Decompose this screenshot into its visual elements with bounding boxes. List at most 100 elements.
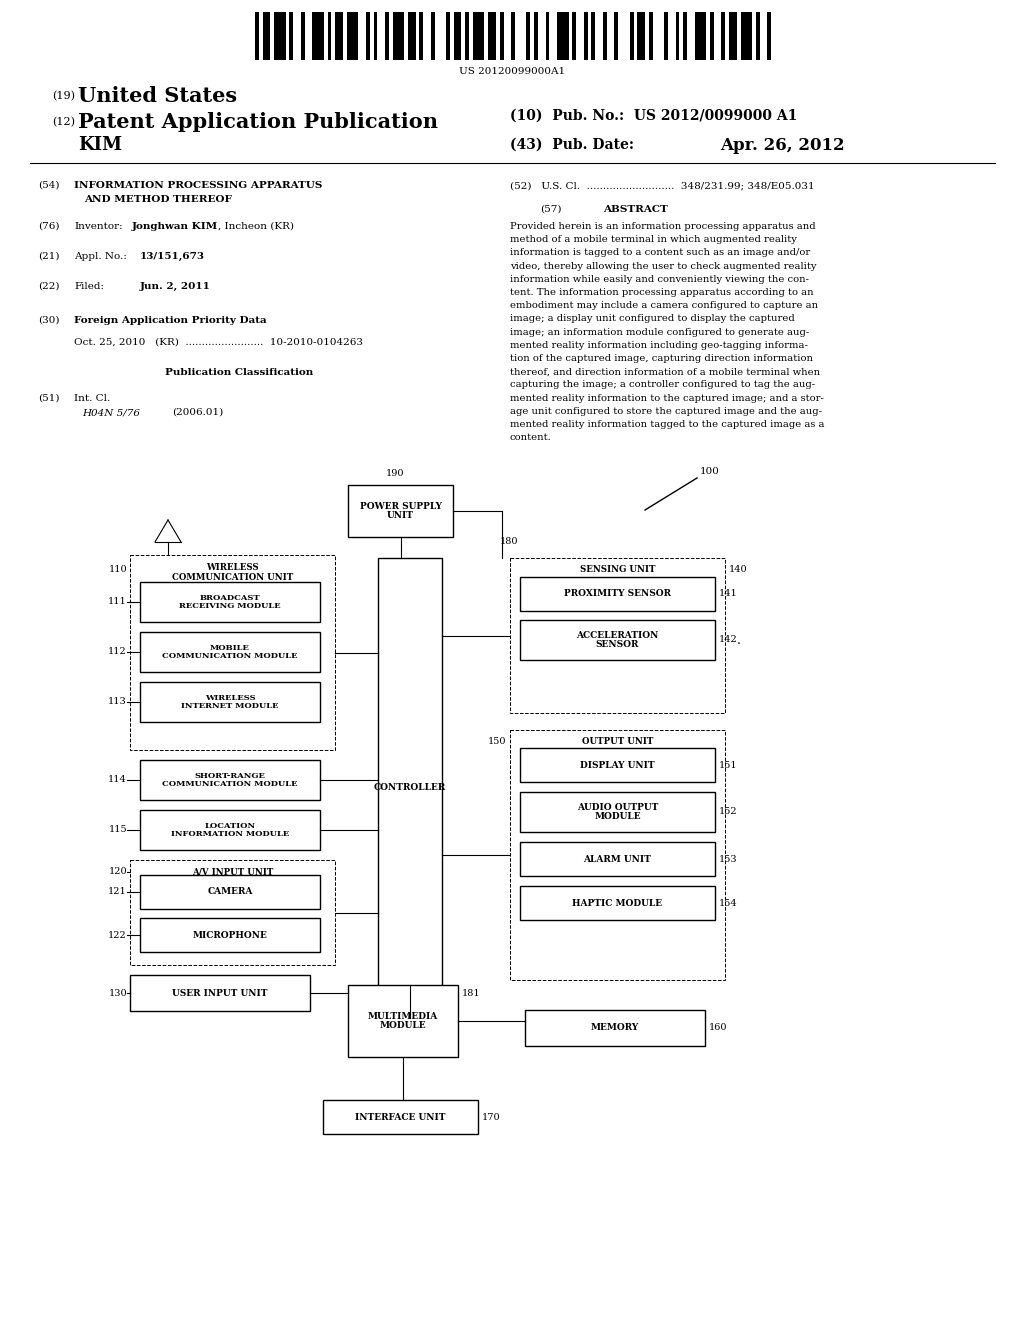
- Bar: [366, 12, 370, 59]
- Text: Foreign Application Priority Data: Foreign Application Priority Data: [74, 315, 266, 325]
- Text: (19): (19): [52, 91, 75, 102]
- Text: MOBILE: MOBILE: [210, 644, 250, 652]
- Text: H04N 5/76: H04N 5/76: [82, 408, 140, 417]
- Bar: [335, 12, 343, 59]
- Bar: [323, 1100, 478, 1134]
- Text: (54): (54): [38, 181, 59, 190]
- Text: POWER SUPPLY: POWER SUPPLY: [359, 503, 441, 511]
- Bar: [520, 620, 715, 660]
- Text: 152: 152: [719, 808, 737, 817]
- Bar: [520, 748, 715, 781]
- Bar: [446, 12, 450, 59]
- Bar: [520, 886, 715, 920]
- Text: tion of the captured image, capturing direction information: tion of the captured image, capturing di…: [510, 354, 813, 363]
- Text: 122: 122: [109, 931, 127, 940]
- Text: CAMERA: CAMERA: [207, 887, 253, 896]
- Bar: [255, 12, 259, 59]
- Text: USER INPUT UNIT: USER INPUT UNIT: [172, 989, 267, 998]
- Text: WIRELESS: WIRELESS: [206, 562, 259, 572]
- Text: 130: 130: [109, 989, 127, 998]
- Text: AND METHOD THEREOF: AND METHOD THEREOF: [84, 195, 231, 205]
- Text: (57): (57): [540, 205, 561, 214]
- Bar: [140, 810, 319, 850]
- Bar: [454, 12, 462, 59]
- Text: COMMUNICATION MODULE: COMMUNICATION MODULE: [162, 652, 298, 660]
- Bar: [603, 12, 607, 59]
- Bar: [694, 12, 707, 59]
- Text: ABSTRACT: ABSTRACT: [603, 205, 668, 214]
- Bar: [557, 12, 568, 59]
- Text: 115: 115: [109, 825, 127, 834]
- Bar: [385, 12, 389, 59]
- Bar: [140, 682, 319, 722]
- Text: (22): (22): [38, 282, 59, 290]
- Text: .: .: [737, 634, 741, 647]
- Bar: [510, 558, 725, 713]
- Text: 13/151,673: 13/151,673: [140, 252, 205, 261]
- Text: United States: United States: [78, 86, 238, 106]
- Text: (12): (12): [52, 117, 75, 127]
- Text: capturing the image; a controller configured to tag the aug-: capturing the image; a controller config…: [510, 380, 815, 389]
- Bar: [348, 484, 453, 537]
- Bar: [140, 632, 319, 672]
- Bar: [546, 12, 550, 59]
- Text: INTERNET MODULE: INTERNET MODULE: [181, 702, 279, 710]
- Bar: [592, 12, 595, 59]
- Text: 190: 190: [386, 469, 404, 478]
- Text: 142: 142: [719, 635, 737, 644]
- Bar: [614, 12, 618, 59]
- Bar: [140, 582, 319, 622]
- Text: method of a mobile terminal in which augmented reality: method of a mobile terminal in which aug…: [510, 235, 797, 244]
- Bar: [535, 12, 538, 59]
- Text: COMMUNICATION UNIT: COMMUNICATION UNIT: [172, 573, 293, 582]
- Bar: [348, 985, 458, 1057]
- Bar: [420, 12, 423, 59]
- Text: thereof, and direction information of a mobile terminal when: thereof, and direction information of a …: [510, 367, 820, 376]
- Text: Jonghwan KIM: Jonghwan KIM: [132, 222, 218, 231]
- Text: Inventor:: Inventor:: [74, 222, 123, 231]
- Text: (43)  Pub. Date:: (43) Pub. Date:: [510, 139, 634, 152]
- Text: HAPTIC MODULE: HAPTIC MODULE: [572, 899, 663, 908]
- Bar: [130, 861, 335, 965]
- Text: 110: 110: [109, 565, 127, 573]
- Bar: [572, 12, 577, 59]
- Bar: [431, 12, 435, 59]
- Text: A/V INPUT UNIT: A/V INPUT UNIT: [191, 867, 273, 876]
- Bar: [683, 12, 687, 59]
- Text: mented reality information including geo-tagging informa-: mented reality information including geo…: [510, 341, 808, 350]
- Text: 120: 120: [109, 867, 127, 876]
- Text: US 20120099000A1: US 20120099000A1: [459, 67, 565, 77]
- Text: (30): (30): [38, 315, 59, 325]
- Text: (52)   U.S. Cl.  ...........................  348/231.99; 348/E05.031: (52) U.S. Cl. ..........................…: [510, 181, 815, 190]
- Bar: [130, 554, 335, 750]
- Bar: [520, 792, 715, 832]
- Bar: [262, 12, 270, 59]
- Text: KIM: KIM: [78, 136, 122, 154]
- Text: (2006.01): (2006.01): [172, 408, 223, 417]
- Bar: [649, 12, 652, 59]
- Text: , Incheon (KR): , Incheon (KR): [218, 222, 294, 231]
- Text: Publication Classification: Publication Classification: [165, 368, 313, 378]
- Text: SENSOR: SENSOR: [596, 640, 639, 648]
- Bar: [130, 975, 310, 1011]
- Bar: [274, 12, 286, 59]
- Text: ALARM UNIT: ALARM UNIT: [584, 854, 651, 863]
- Bar: [378, 558, 442, 1018]
- Text: (10)  Pub. No.:  US 2012/0099000 A1: (10) Pub. No.: US 2012/0099000 A1: [510, 110, 798, 123]
- Text: 114: 114: [109, 776, 127, 784]
- Text: PROXIMITY SENSOR: PROXIMITY SENSOR: [564, 590, 671, 598]
- Text: WIRELESS: WIRELESS: [205, 694, 255, 702]
- Bar: [722, 12, 725, 59]
- Text: image; a display unit configured to display the captured: image; a display unit configured to disp…: [510, 314, 795, 323]
- Text: embodiment may include a camera configured to capture an: embodiment may include a camera configur…: [510, 301, 818, 310]
- Bar: [374, 12, 378, 59]
- Bar: [740, 12, 752, 59]
- Text: age unit configured to store the captured image and the aug-: age unit configured to store the capture…: [510, 407, 822, 416]
- Text: Provided herein is an information processing apparatus and: Provided herein is an information proces…: [510, 222, 816, 231]
- Text: 140: 140: [729, 565, 748, 574]
- Text: 160: 160: [709, 1023, 727, 1032]
- Text: 100: 100: [700, 467, 720, 477]
- Bar: [729, 12, 736, 59]
- Bar: [140, 760, 319, 800]
- Text: 113: 113: [109, 697, 127, 706]
